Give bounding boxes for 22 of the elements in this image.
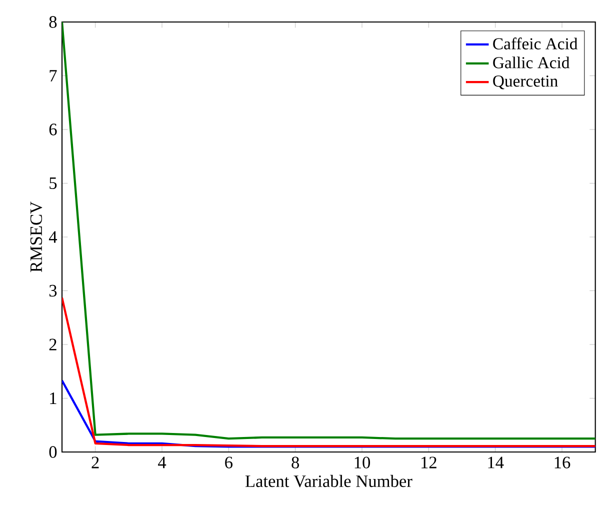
y-tick-label: 2 — [49, 338, 56, 350]
x-tick-label: 10 — [354, 456, 370, 468]
x-tick-label: 4 — [158, 456, 166, 468]
y-tick-label: 3 — [49, 284, 57, 297]
legend-label: Quercetin — [493, 76, 558, 90]
x-tick-label: 2 — [92, 456, 99, 468]
y-tick-label: 1 — [50, 392, 56, 404]
x-axis-title: Latent Variable Number — [245, 474, 412, 488]
x-tick-label: 8 — [292, 456, 300, 468]
y-tick-label: 4 — [48, 231, 58, 243]
y-tick-label: 8 — [49, 16, 57, 28]
y-axis-title: RMSECV — [30, 202, 42, 272]
y-tick-label: 6 — [49, 124, 57, 136]
y-tick-label: 7 — [50, 70, 57, 82]
y-tick-label: 0 — [49, 446, 57, 458]
legend-label: Gallic Acid — [493, 56, 570, 68]
legend-label: Caffeic Acid — [493, 38, 578, 50]
x-tick-label: 16 — [554, 456, 570, 468]
y-tick-label: 5 — [50, 177, 57, 190]
x-tick-label: 6 — [225, 456, 232, 468]
x-tick-label: 14 — [488, 456, 504, 468]
x-tick-label: 12 — [422, 456, 436, 468]
